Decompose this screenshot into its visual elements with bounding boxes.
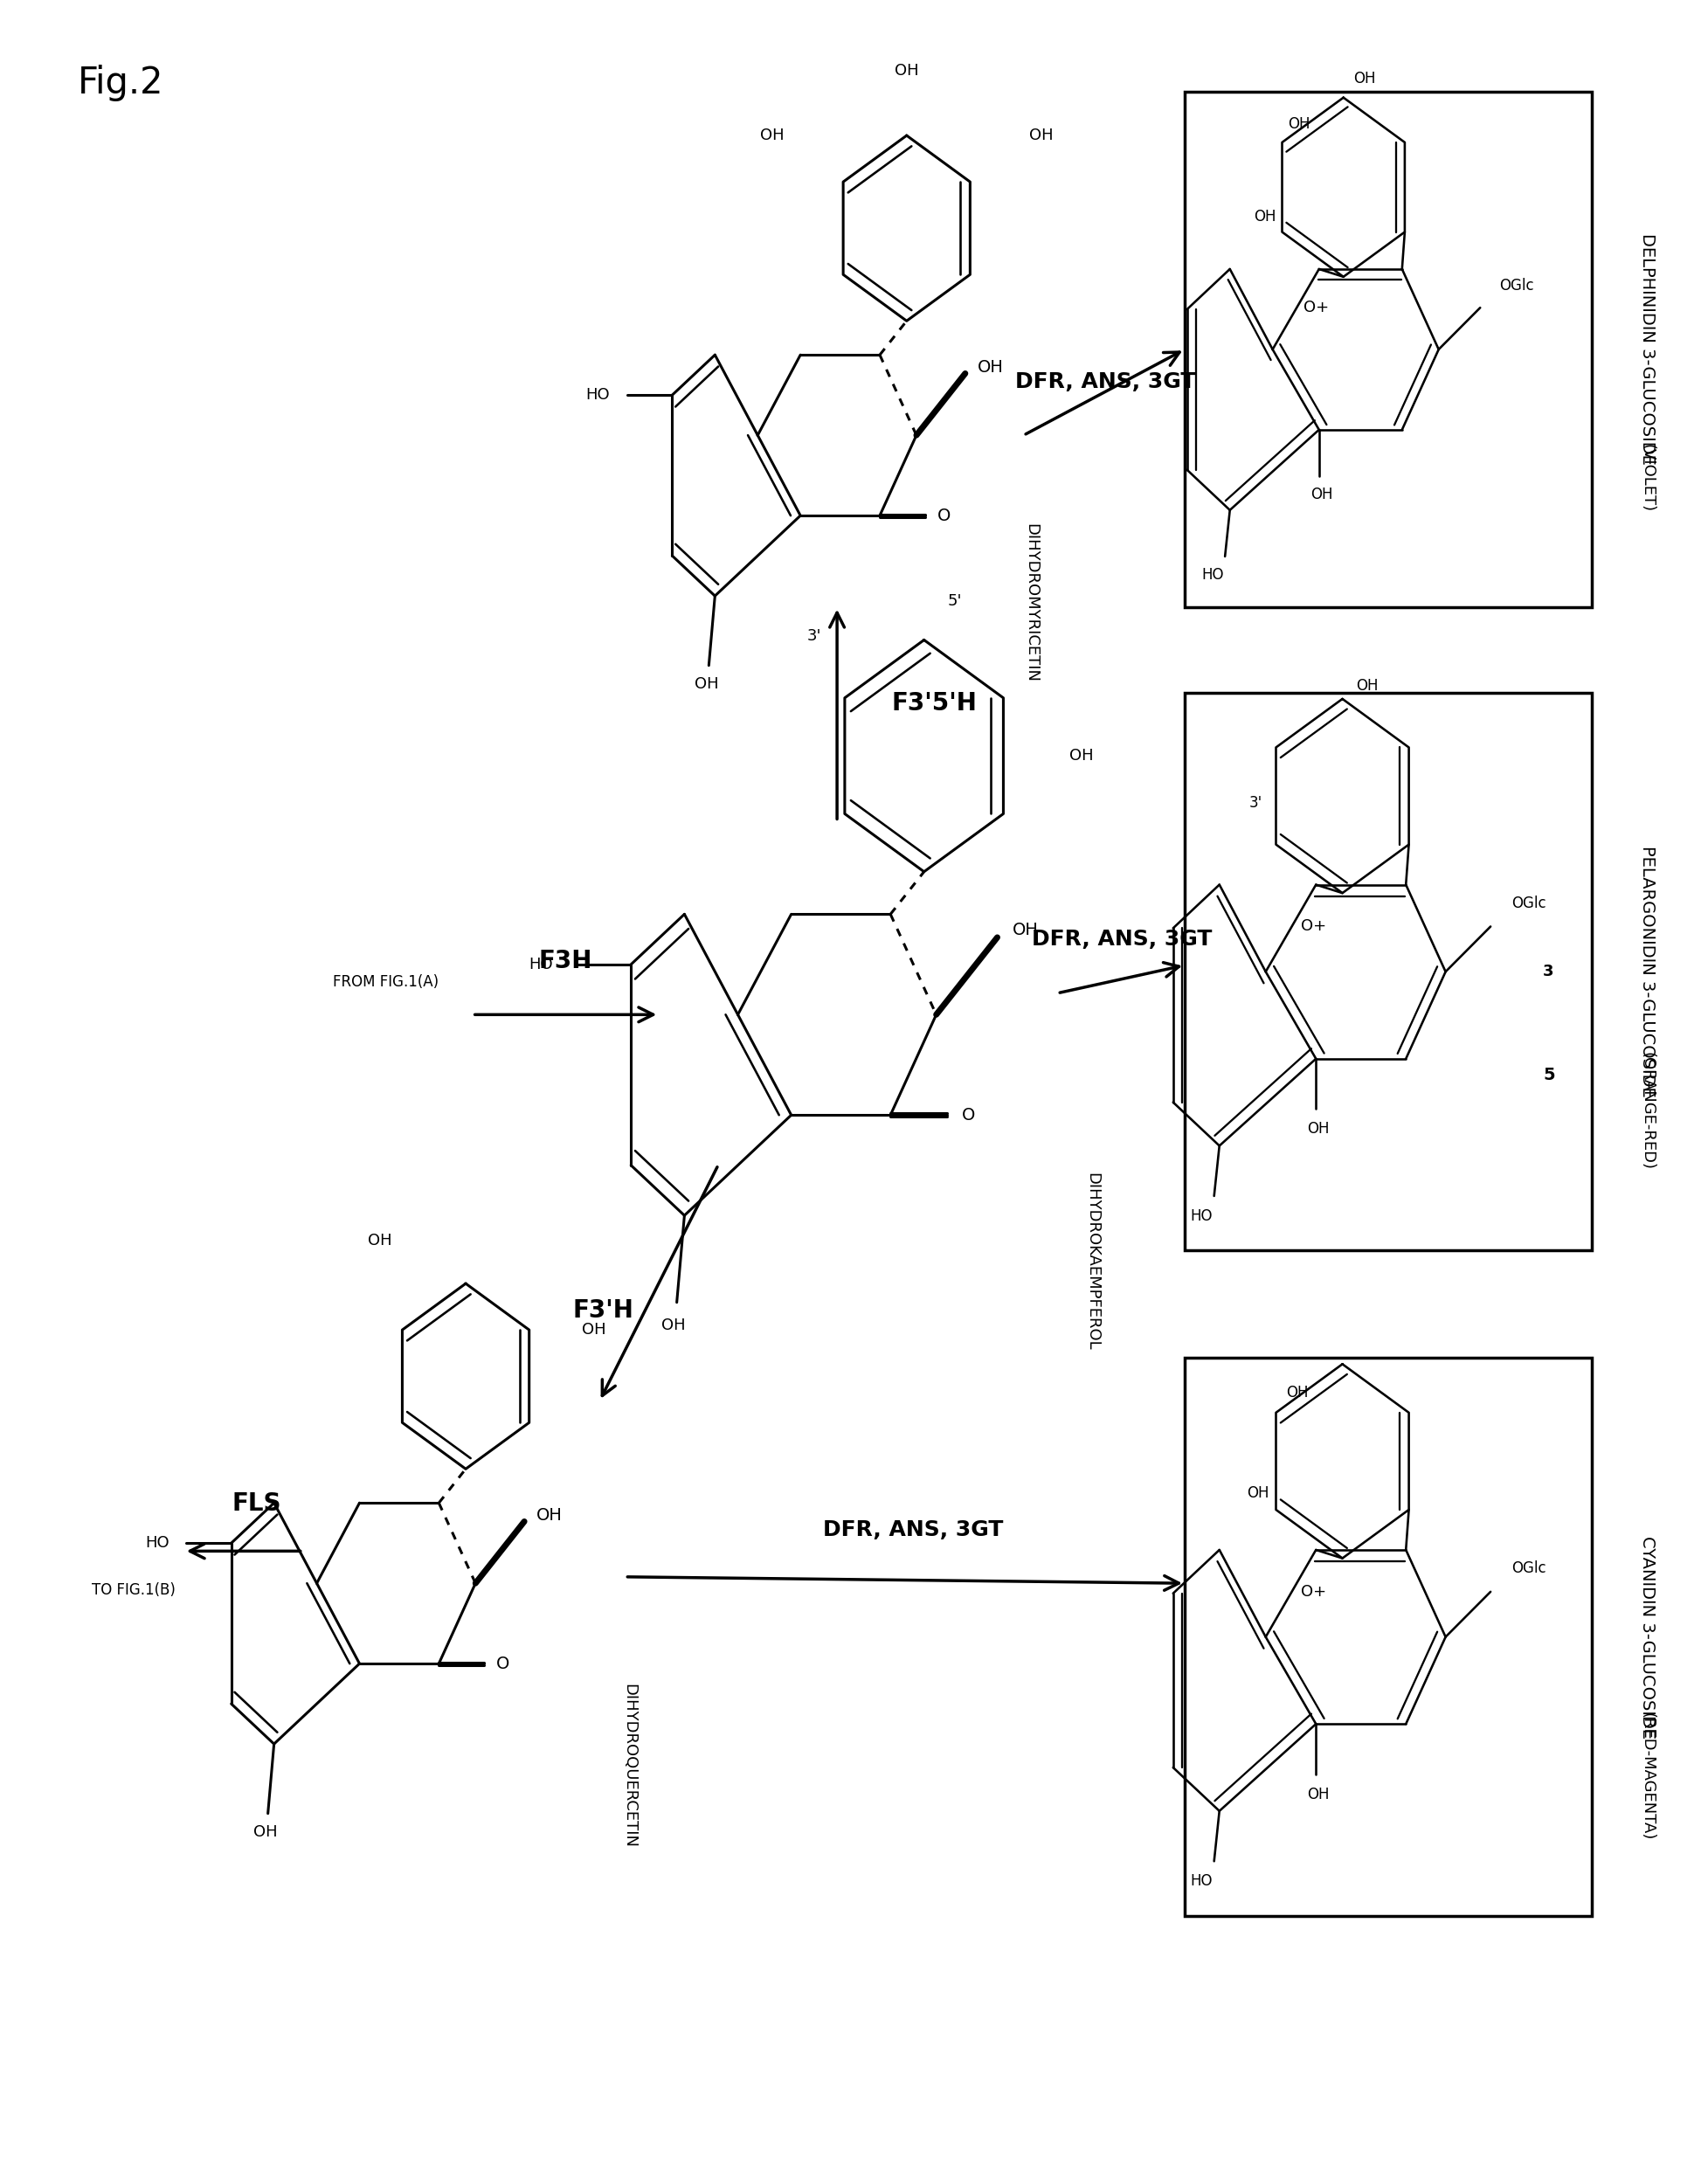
Text: O+: O+ [1300, 919, 1325, 934]
Text: 3: 3 [1542, 965, 1554, 980]
Text: OH: OH [536, 1506, 562, 1524]
Text: OH: OH [1254, 209, 1276, 224]
Text: HO: HO [529, 956, 553, 973]
Text: O+: O+ [1300, 1584, 1325, 1599]
Text: Fig.2: Fig.2 [77, 65, 164, 101]
Bar [1185, 93, 1592, 606]
Text: PELARGONIDIN 3-GLUCOSIDE: PELARGONIDIN 3-GLUCOSIDE [1640, 846, 1657, 1098]
Text: FLS: FLS [232, 1491, 282, 1517]
Text: OH: OH [1286, 1385, 1308, 1401]
Text: O: O [497, 1655, 509, 1672]
Text: CYANIDIN 3-GLUCOSIDE: CYANIDIN 3-GLUCOSIDE [1640, 1536, 1657, 1739]
Text: OH: OH [369, 1232, 393, 1247]
Text: F3H: F3H [540, 950, 593, 973]
Text: OH: OH [1028, 127, 1052, 142]
Text: OH: OH [1310, 488, 1332, 503]
Text: OGlc: OGlc [1512, 896, 1546, 911]
Bar [1185, 1357, 1592, 1916]
Text: OGlc: OGlc [1500, 278, 1534, 293]
Text: OGlc: OGlc [1512, 1560, 1546, 1575]
Text: OH: OH [760, 127, 784, 142]
Text: OH: OH [1307, 1122, 1331, 1137]
Text: OH: OH [1307, 1787, 1331, 1802]
Text: 3': 3' [806, 628, 822, 643]
Text: HO: HO [586, 386, 610, 404]
Text: 5: 5 [1542, 1068, 1554, 1083]
Text: OH: OH [1013, 921, 1038, 939]
Text: TO FIG.1(B): TO FIG.1(B) [92, 1582, 176, 1597]
Text: OH: OH [1356, 678, 1378, 693]
Text: DIHYDROMYRICETIN: DIHYDROMYRICETIN [1023, 522, 1038, 682]
Text: DFR, ANS, 3GT: DFR, ANS, 3GT [1032, 930, 1213, 950]
Text: DFR, ANS, 3GT: DFR, ANS, 3GT [1015, 371, 1196, 393]
Text: DIHYDROQUERCETIN: DIHYDROQUERCETIN [622, 1683, 637, 1847]
Text: O+: O+ [1303, 300, 1329, 315]
Text: HO: HO [1190, 1873, 1213, 1888]
Text: OH: OH [1247, 1485, 1269, 1500]
Text: O: O [938, 507, 951, 524]
Text: (VIOLET): (VIOLET) [1640, 445, 1655, 511]
Text: HO: HO [1201, 568, 1223, 583]
Text: OH: OH [695, 675, 719, 693]
Text: DFR, ANS, 3GT: DFR, ANS, 3GT [823, 1519, 1004, 1541]
Text: OH: OH [1288, 117, 1310, 132]
Text: O: O [962, 1107, 975, 1124]
Text: (RED-MAGENTA): (RED-MAGENTA) [1640, 1713, 1655, 1841]
Text: (ORANGE-RED): (ORANGE-RED) [1640, 1053, 1655, 1170]
Text: OH: OH [253, 1824, 277, 1841]
Text: OH: OH [661, 1319, 687, 1334]
Text: F3'5'H: F3'5'H [892, 691, 977, 716]
Text: OH: OH [895, 63, 919, 78]
Text: DIHYDROKAEMPFEROL: DIHYDROKAEMPFEROL [1085, 1172, 1100, 1351]
Text: 5': 5' [948, 593, 962, 609]
Text: OH: OH [1353, 71, 1375, 86]
Text: FROM FIG.1(A): FROM FIG.1(A) [333, 975, 439, 991]
Text: F3'H: F3'H [572, 1299, 634, 1323]
Text: OH: OH [1069, 749, 1093, 764]
Text: HO: HO [1190, 1208, 1213, 1224]
Text: DELPHINIDIN 3-GLUCOSIDE: DELPHINIDIN 3-GLUCOSIDE [1640, 233, 1657, 466]
Text: OH: OH [582, 1323, 606, 1338]
Text: 3': 3' [1250, 794, 1262, 811]
Bar [1185, 693, 1592, 1252]
Text: OH: OH [977, 358, 1004, 375]
Text: HO: HO [145, 1534, 169, 1552]
